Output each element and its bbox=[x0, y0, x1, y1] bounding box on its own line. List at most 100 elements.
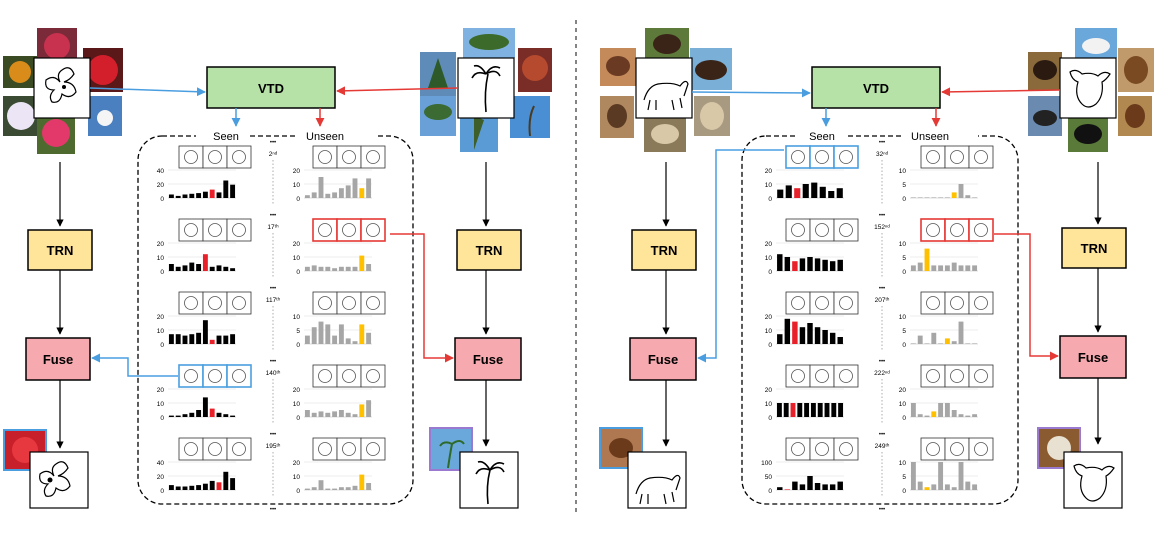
right-seen-thumbnail bbox=[833, 364, 859, 388]
left-unseen-thumbnail bbox=[312, 364, 338, 388]
left-seen-bar bbox=[168, 415, 174, 417]
left-seen-thumbnail bbox=[178, 145, 204, 169]
left-rank-label: 2ⁿᵈ bbox=[269, 151, 278, 158]
left-seen-bar bbox=[230, 184, 236, 198]
right-seen-thumbnail-sketch bbox=[815, 296, 829, 310]
right-seen-tick-label: 10 bbox=[765, 328, 773, 335]
flower-photo-collage bbox=[3, 28, 123, 154]
right-unseen-bar bbox=[965, 343, 971, 344]
right-seen-bar bbox=[824, 403, 830, 417]
right-seen-bar bbox=[799, 484, 806, 490]
right-seen-bar bbox=[828, 191, 835, 198]
left-seen-bar bbox=[223, 180, 229, 198]
right-unseen-bar bbox=[938, 462, 944, 490]
right-unseen-bar bbox=[924, 487, 930, 490]
trn-label-right-seen: TRN bbox=[651, 243, 678, 258]
left-seen-bar bbox=[202, 254, 208, 271]
left-seen-bar bbox=[196, 193, 202, 198]
right-unseen-tick-label: 10 bbox=[899, 460, 907, 467]
right-seen-thumbnail bbox=[809, 145, 835, 169]
left-unseen-bar bbox=[325, 193, 331, 198]
left-seen-bar bbox=[202, 320, 208, 344]
left-panel: VTD Seen Unseen 2ⁿᵈ ••• 0 20 40 0 10 20 17ᵗʰ ••• 0… bbox=[3, 28, 552, 513]
right-seen-thumbnail bbox=[785, 291, 811, 315]
left-seen-thumbnail-sketch bbox=[208, 369, 222, 383]
left-seen-bar bbox=[202, 483, 208, 490]
right-rank-label: 222ⁿᵈ bbox=[874, 370, 890, 377]
right-seen-tick-label: 50 bbox=[765, 474, 773, 481]
right-unseen-bar bbox=[944, 338, 950, 344]
right-unseen-thumbnail bbox=[944, 145, 970, 169]
left-seen-thumbnail bbox=[202, 437, 228, 461]
right-unseen-thumbnail-sketch bbox=[926, 442, 940, 456]
right-seen-bar bbox=[777, 189, 784, 198]
right-seen-thumbnail-sketch bbox=[839, 369, 853, 383]
right-unseen-bar bbox=[951, 192, 957, 198]
right-unseen-thumbnail bbox=[968, 437, 994, 461]
right-seen-bar bbox=[792, 481, 798, 490]
right-seen-bar bbox=[804, 403, 810, 417]
left-seen-bar bbox=[168, 194, 174, 198]
left-seen-tick-label: 10 bbox=[157, 401, 165, 408]
left-unseen-tick-label: 0 bbox=[296, 415, 300, 422]
right-retrieval-rows: 32ⁿᵈ ••• 0 10 20 0 5 10 152ⁿᵈ ••• 0 10 20 0 5 10 207ᵗʰ ••… bbox=[761, 140, 994, 513]
right-seen-bar bbox=[817, 403, 823, 417]
palm-photo-collage bbox=[420, 28, 552, 152]
flower-sketch-input bbox=[33, 57, 91, 119]
left-seen-thumbnail-sketch bbox=[208, 150, 222, 164]
right-unseen-bar bbox=[917, 414, 923, 417]
right-unseen-tick-label: 0 bbox=[902, 415, 906, 422]
right-unseen-bar bbox=[972, 197, 978, 198]
right-seen-bar bbox=[792, 261, 798, 271]
left-seen-thumbnail bbox=[178, 364, 204, 388]
left-seen-thumbnail bbox=[178, 218, 204, 242]
right-unseen-tick-label: 5 bbox=[902, 328, 906, 335]
right-unseen-bar bbox=[931, 332, 937, 344]
right-seen-bar bbox=[829, 484, 836, 490]
seen-label-right: Seen bbox=[809, 131, 835, 143]
left-unseen-thumbnail bbox=[360, 437, 386, 461]
right-rank-label: 207ᵗʰ bbox=[875, 297, 890, 304]
left-unseen-bar bbox=[318, 321, 324, 344]
left-unseen-tick-label: 0 bbox=[296, 269, 300, 276]
right-unseen-bar bbox=[972, 343, 978, 344]
left-seen-bar bbox=[168, 264, 174, 271]
left-rank-label: 195ᵗʰ bbox=[266, 443, 281, 450]
left-unseen-bar bbox=[345, 338, 351, 344]
left-unseen-bar bbox=[318, 266, 324, 271]
right-ellipsis: ••• bbox=[879, 140, 885, 146]
right-unseen-bar bbox=[938, 343, 944, 344]
right-seen-bar bbox=[797, 403, 803, 417]
left-unseen-thumbnail-sketch bbox=[318, 369, 332, 383]
left-seen-thumbnail bbox=[226, 218, 252, 242]
left-ellipsis: ••• bbox=[270, 213, 276, 219]
right-seen-bar bbox=[829, 332, 836, 344]
right-unseen-bar bbox=[958, 184, 964, 198]
left-unseen-thumbnail-sketch bbox=[318, 223, 332, 237]
left-seen-bar bbox=[182, 414, 188, 417]
right-unseen-thumbnail-sketch bbox=[926, 150, 940, 164]
right-seen-bar bbox=[810, 403, 816, 417]
right-seen-thumbnail-sketch bbox=[815, 150, 829, 164]
right-unseen-thumbnail-sketch bbox=[926, 223, 940, 237]
left-unseen-bar bbox=[352, 414, 358, 417]
right-seen-bar bbox=[785, 185, 792, 198]
right-unseen-thumbnail bbox=[920, 218, 946, 242]
left-seen-thumbnail bbox=[226, 364, 252, 388]
left-unseen-bar bbox=[304, 488, 310, 490]
right-seen-bar bbox=[837, 337, 843, 344]
left-unseen-bar bbox=[352, 266, 358, 271]
left-seen-bar bbox=[209, 189, 215, 198]
vtd-label-right: VTD bbox=[863, 81, 889, 96]
right-seen-bar bbox=[819, 186, 826, 198]
left-unseen-bar bbox=[366, 178, 372, 198]
left-ellipsis: ••• bbox=[270, 286, 276, 292]
left-unseen-thumbnail bbox=[336, 145, 362, 169]
right-unseen-thumbnail bbox=[944, 218, 970, 242]
right-unseen-bar bbox=[917, 335, 923, 344]
right-seen-thumbnail-sketch bbox=[791, 223, 805, 237]
left-seen-tick-label: 10 bbox=[157, 255, 165, 262]
right-unseen-tick-label: 0 bbox=[902, 488, 906, 495]
left-retrieval-rows: 2ⁿᵈ ••• 0 20 40 0 10 20 17ᵗʰ ••• 0 10 20 0 10 20 117ᵗʰ ••… bbox=[157, 140, 386, 513]
left-seen-bar bbox=[223, 266, 229, 271]
